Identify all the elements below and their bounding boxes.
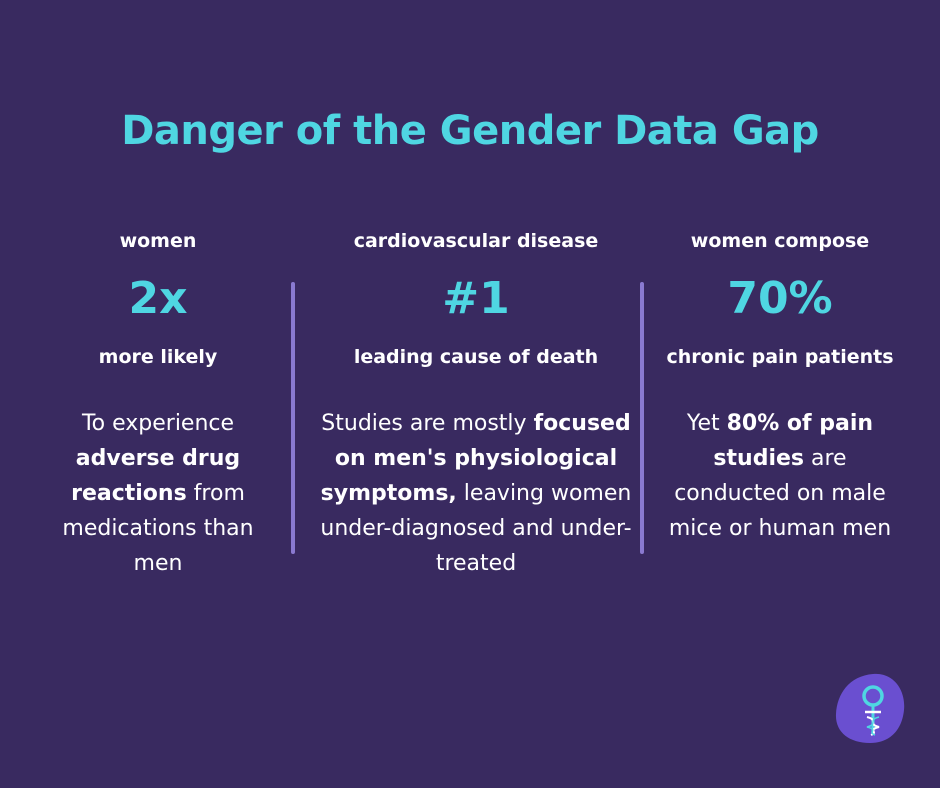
stat-description: Yet 80% of pain studies are conducted on…	[656, 406, 904, 546]
stat-bottom-label: leading cause of death	[353, 346, 599, 368]
stat-column-cardiovascular-disease: cardiovascular disease #1 leading cause …	[308, 226, 644, 581]
stat-top-label: women compose	[690, 230, 870, 252]
description-emphasis: 80% of pain studies	[713, 411, 874, 471]
column-divider	[640, 282, 644, 554]
description-text: Studies are mostly	[321, 411, 534, 436]
description-text: from medications than men	[62, 481, 254, 576]
stat-value: #1	[442, 273, 510, 324]
stat-bottom-label: more likely	[98, 346, 218, 368]
description-text: leaving women under-diagnosed and under-…	[320, 481, 632, 576]
stat-bottom-label: chronic pain patients	[666, 346, 894, 368]
description-text: Yet	[686, 411, 727, 436]
stat-description: Studies are mostly focused on men's phys…	[308, 406, 644, 581]
stat-value: 2x	[128, 273, 188, 324]
column-divider	[291, 282, 295, 554]
description-text: To experience	[81, 411, 235, 436]
description-emphasis: focused on men's physiological symptoms,	[320, 411, 631, 506]
stat-column-adverse-drug-reactions: women 2x more likely To experience adver…	[40, 226, 276, 581]
description-emphasis: adverse drug reactions	[71, 446, 241, 506]
description-text: are conducted on male mice or human men	[668, 446, 892, 541]
brand-logo	[835, 672, 905, 744]
stat-value: 70%	[727, 273, 833, 324]
stat-top-label: cardiovascular disease	[353, 230, 599, 252]
page-title: Danger of the Gender Data Gap	[121, 108, 819, 154]
stat-column-chronic-pain: women compose 70% chronic pain patients …	[656, 226, 904, 546]
stat-description: To experience adverse drug reactions fro…	[40, 406, 276, 581]
female-symbol-dna-icon	[835, 673, 905, 743]
stat-top-label: women	[119, 230, 197, 252]
